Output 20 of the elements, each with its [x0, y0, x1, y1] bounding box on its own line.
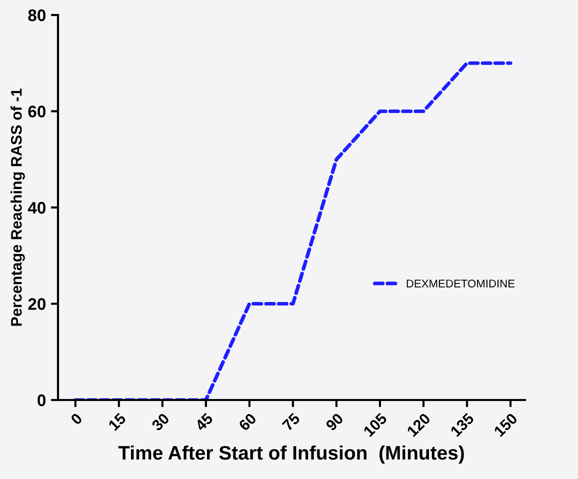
- x-tick-label: 120: [406, 412, 431, 438]
- y-tick-label: 80: [28, 9, 46, 22]
- x-tick-label: 15: [108, 412, 127, 432]
- x-tick-label: 30: [150, 412, 170, 432]
- x-tick-label: 60: [238, 412, 257, 432]
- y-tick-label: 40: [28, 202, 46, 214]
- x-tick-label: 135: [450, 412, 475, 438]
- x-tick-label: 0: [70, 412, 83, 426]
- x-tick-label: 105: [362, 412, 388, 438]
- y-tick-label: 60: [28, 106, 46, 118]
- line-series: [74, 61, 512, 400]
- x-tick-label: 90: [325, 412, 344, 432]
- y-axis-title: Percentage Reaching RASS of -1: [10, 88, 25, 326]
- legend-label: DEXMEDETOMIDINE: [406, 280, 515, 288]
- x-tick-label: 45: [194, 412, 214, 432]
- x-axis-title: Time After Start of Infusion (Minutes): [118, 445, 464, 464]
- x-tick-label: 150: [493, 412, 518, 438]
- y-tick-label: 0: [38, 394, 46, 406]
- y-tick-label: 20: [28, 298, 46, 310]
- x-tick-label: 75: [282, 412, 301, 432]
